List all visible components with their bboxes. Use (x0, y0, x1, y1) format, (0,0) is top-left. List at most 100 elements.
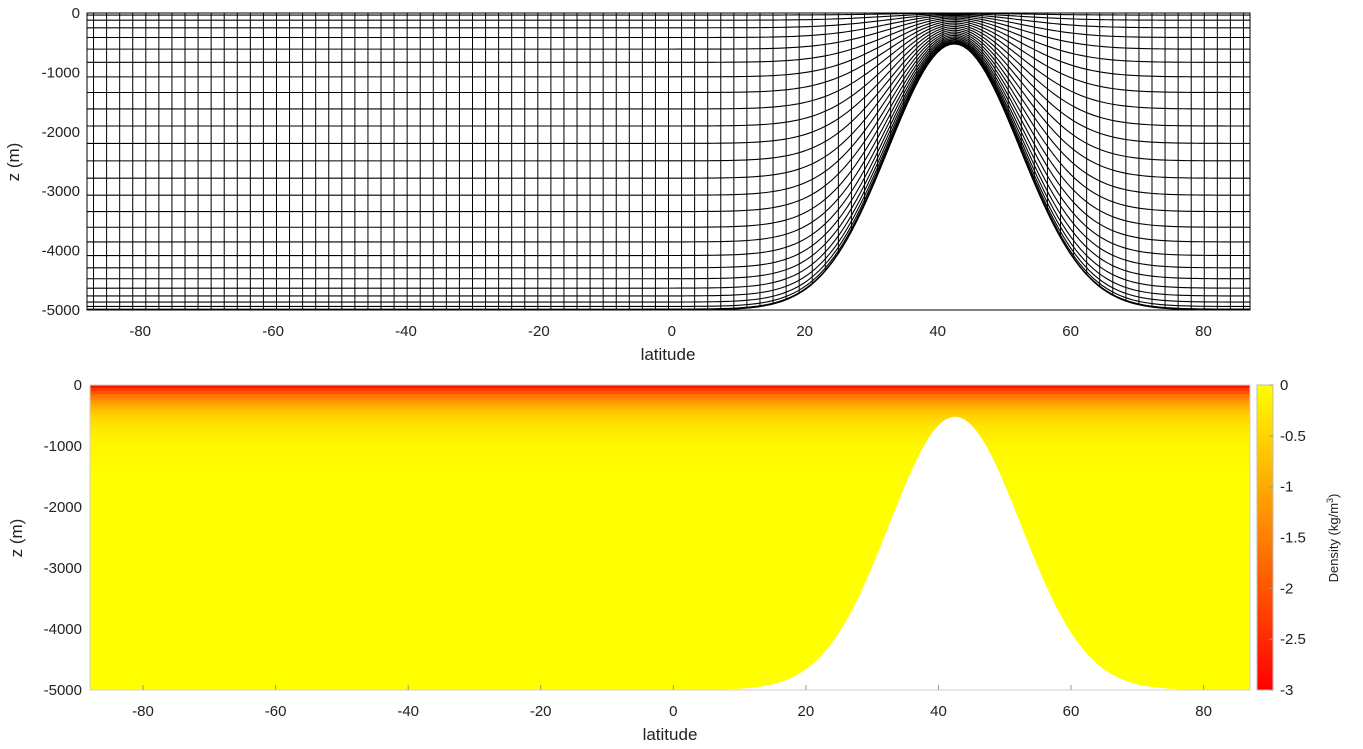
density-band (90, 589, 1250, 593)
density-band (90, 449, 1250, 453)
colorbar-label: Density (kg/m3) (1325, 494, 1341, 583)
colorbar-tick-label: -3 (1280, 682, 1293, 699)
density-band (90, 412, 1250, 417)
x-tick-label: -20 (528, 323, 550, 340)
density-band (90, 421, 1250, 426)
density-band (90, 467, 1250, 471)
y-tick-label: -4000 (44, 621, 82, 638)
grid-plot-frame (86, 12, 1251, 311)
density-band (90, 674, 1250, 679)
density-band (90, 430, 1250, 435)
density-band (90, 686, 1250, 691)
density-band (90, 616, 1250, 621)
density-band (90, 665, 1250, 670)
density-band (90, 470, 1250, 475)
x-tick-label: 20 (796, 323, 813, 340)
y-tick-label: -4000 (42, 243, 80, 260)
x-tick-label: 60 (1063, 703, 1080, 720)
y-tick-label: -5000 (44, 682, 82, 699)
density-band (90, 580, 1250, 584)
grid-panel: -80 -60 -40 -20 0 20 40 60 80 0 -1000 -2000 -3000 -4… (4, 5, 1251, 364)
density-band (90, 668, 1250, 673)
y-tick-label: 0 (72, 5, 80, 22)
x-tick-label: -60 (265, 703, 287, 720)
density-band (90, 561, 1250, 566)
colorbar: 0 -0.5 -1 -1.5 -2 -2.5 -3 Density (kg/m3) (1256, 377, 1341, 699)
density-band (90, 555, 1250, 560)
density-band (90, 458, 1250, 462)
density-band (90, 586, 1250, 590)
grid-level-line (87, 20, 1250, 94)
density-band (90, 446, 1250, 450)
density-band (90, 424, 1250, 429)
y-tick-label: -1000 (44, 438, 82, 455)
grid-y-axis-label: z (m) (4, 143, 23, 182)
x-tick-label: 20 (798, 703, 815, 720)
density-band (90, 452, 1250, 456)
x-tick-label: 0 (669, 703, 677, 720)
grid-x-axis: -80 -60 -40 -20 0 20 40 60 80 (129, 323, 1211, 340)
grid-level-line (87, 42, 1250, 303)
density-band (90, 577, 1250, 581)
x-tick-label: -60 (262, 323, 284, 340)
density-band (90, 522, 1250, 526)
grid-level-line (87, 36, 1251, 243)
grid-level-line (87, 31, 1250, 196)
grid-level-line (87, 17, 1250, 63)
y-tick-label: -2000 (44, 499, 82, 516)
density-x-axis-label: latitude (643, 725, 698, 744)
density-band (90, 433, 1250, 438)
colorbar-tick-label: -0.5 (1280, 428, 1306, 445)
colorbar-tick-label: -1 (1280, 479, 1293, 496)
density-band (90, 497, 1250, 502)
density-band (90, 516, 1250, 520)
density-band (90, 619, 1250, 624)
density-x-axis: -80 -60 -40 -20 0 20 40 60 80 (132, 685, 1212, 720)
density-band (90, 385, 1250, 389)
density-band (90, 525, 1250, 529)
density-band (90, 503, 1250, 508)
density-band (90, 510, 1250, 514)
density-band (90, 677, 1250, 682)
density-band (90, 528, 1250, 532)
density-band (90, 540, 1250, 545)
density-band (90, 409, 1250, 414)
density-band (90, 519, 1250, 523)
density-band (90, 607, 1250, 612)
colorbar-tick-label: -2.5 (1280, 631, 1306, 648)
density-band (90, 552, 1250, 557)
grid-level-line (87, 22, 1250, 110)
grid-level-line (87, 13, 1250, 21)
density-band (90, 629, 1250, 633)
y-tick-label: 0 (74, 377, 82, 394)
density-band (90, 647, 1250, 651)
grid-level-line (87, 41, 1251, 289)
density-band (90, 549, 1250, 554)
colorbar-tick-label: -2 (1280, 580, 1293, 597)
x-tick-label: -80 (132, 703, 154, 720)
density-band (90, 418, 1250, 423)
x-tick-label: -80 (129, 323, 151, 340)
density-band (90, 500, 1250, 505)
y-tick-label: -5000 (42, 302, 80, 319)
density-band (90, 415, 1250, 420)
colorbar-tick-label: -1.5 (1280, 530, 1306, 547)
density-band (90, 632, 1250, 636)
density-band (90, 625, 1250, 630)
density-band (90, 592, 1250, 597)
grid-level-line (87, 16, 1250, 50)
density-band (90, 473, 1250, 478)
density-band (90, 537, 1250, 542)
grid-level-line (87, 37, 1250, 257)
density-band (90, 534, 1250, 539)
density-band (90, 388, 1250, 392)
density-band (90, 485, 1250, 490)
grid-level-line (87, 34, 1250, 228)
density-band (90, 427, 1250, 432)
grid-level-line (87, 24, 1250, 127)
y-tick-label: -2000 (42, 124, 80, 141)
density-field (90, 385, 1250, 691)
density-band (90, 601, 1250, 606)
colorbar-ticks: 0 -0.5 -1 -1.5 -2 -2.5 -3 (1269, 377, 1306, 699)
density-band (90, 479, 1250, 484)
